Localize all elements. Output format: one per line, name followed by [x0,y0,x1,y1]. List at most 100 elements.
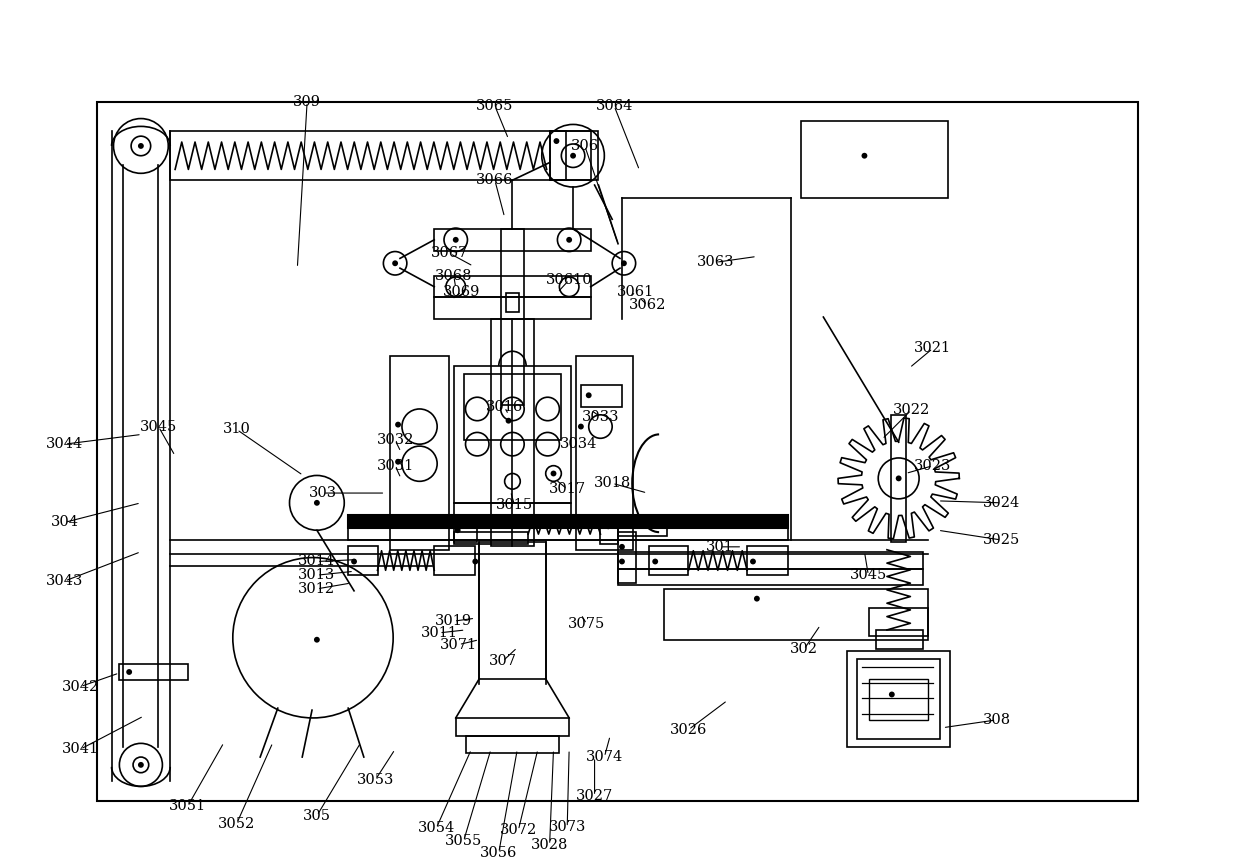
Text: 3068: 3068 [435,269,472,283]
Circle shape [570,153,577,159]
Text: 3061: 3061 [618,285,655,299]
Bar [801,122,947,198]
Circle shape [585,393,591,398]
Circle shape [396,459,401,464]
Bar [890,415,906,542]
Bar [650,546,688,575]
Bar [748,546,789,575]
Bar [618,532,636,583]
Bar [491,319,534,546]
Text: 3027: 3027 [575,789,614,803]
Circle shape [652,558,658,564]
Bar [97,102,1138,801]
Text: 3023: 3023 [914,458,951,473]
Circle shape [455,527,460,533]
Text: 3034: 3034 [560,438,598,451]
Bar [549,131,590,180]
Text: 301: 301 [706,540,734,554]
Bar [479,542,546,679]
Text: 304: 304 [51,515,78,529]
Bar [434,229,590,250]
Bar [454,532,528,544]
Text: 3067: 3067 [432,247,469,261]
Bar [580,386,622,407]
Circle shape [618,520,622,526]
Circle shape [453,236,459,243]
Circle shape [750,558,756,564]
Circle shape [895,476,901,482]
Text: 3028: 3028 [531,838,568,852]
Bar [847,652,950,747]
Text: 3026: 3026 [670,722,707,737]
Text: 3012: 3012 [299,582,336,595]
Bar [506,293,520,312]
Circle shape [605,523,611,529]
Text: 3019: 3019 [435,614,472,628]
Text: 3015: 3015 [496,498,533,512]
Bar [454,366,572,503]
Text: 3054: 3054 [418,822,455,835]
Text: 3022: 3022 [893,403,930,417]
Circle shape [754,595,760,602]
Bar [434,298,590,319]
Bar [618,570,923,585]
Text: 306: 306 [570,139,599,153]
Bar [600,520,618,544]
Text: 3051: 3051 [170,799,206,813]
Bar [501,229,525,405]
Circle shape [889,691,895,697]
Text: 3075: 3075 [568,617,605,631]
Text: 302: 302 [790,642,818,657]
Bar [454,520,477,542]
Bar [465,735,559,753]
Text: 308: 308 [982,713,1011,727]
Circle shape [619,544,625,550]
Text: 3072: 3072 [500,823,537,837]
Text: 3052: 3052 [218,816,255,830]
Bar [618,517,667,536]
Bar [119,665,187,680]
Circle shape [862,153,867,159]
Text: 3044: 3044 [46,438,83,451]
Text: 3062: 3062 [629,299,666,312]
Text: 3043: 3043 [46,574,83,588]
Circle shape [314,500,320,506]
Text: 3018: 3018 [594,476,631,490]
Text: 305: 305 [303,809,331,822]
Text: 3025: 3025 [983,533,1021,547]
Bar [577,356,632,550]
Bar [348,514,789,528]
Circle shape [551,470,557,476]
Circle shape [396,422,401,427]
Text: 303: 303 [309,486,337,500]
Text: 309: 309 [293,95,321,109]
Text: 3053: 3053 [357,772,394,786]
Circle shape [314,637,320,643]
Text: 3014: 3014 [299,555,336,569]
Text: 3042: 3042 [62,680,99,694]
Bar [391,356,449,550]
Text: 3056: 3056 [480,846,517,860]
Circle shape [392,261,398,266]
Text: 3065: 3065 [476,99,513,113]
Bar [348,546,377,575]
Bar [348,528,789,540]
Text: 3073: 3073 [548,821,585,835]
Text: 3063: 3063 [697,255,734,269]
Circle shape [506,418,511,424]
Text: 3041: 3041 [62,742,99,756]
Bar [663,589,928,639]
Text: 3071: 3071 [440,638,477,652]
Bar [869,608,928,636]
Text: 3069: 3069 [443,285,480,299]
Bar [464,374,562,440]
Text: 3032: 3032 [377,433,414,447]
Text: 3033: 3033 [582,410,619,424]
Text: 3066: 3066 [476,173,513,187]
Bar [434,276,590,298]
Circle shape [553,138,559,144]
Text: 3064: 3064 [595,99,632,113]
Bar [456,718,569,735]
Text: 3055: 3055 [445,835,482,848]
Text: 307: 307 [489,654,517,668]
